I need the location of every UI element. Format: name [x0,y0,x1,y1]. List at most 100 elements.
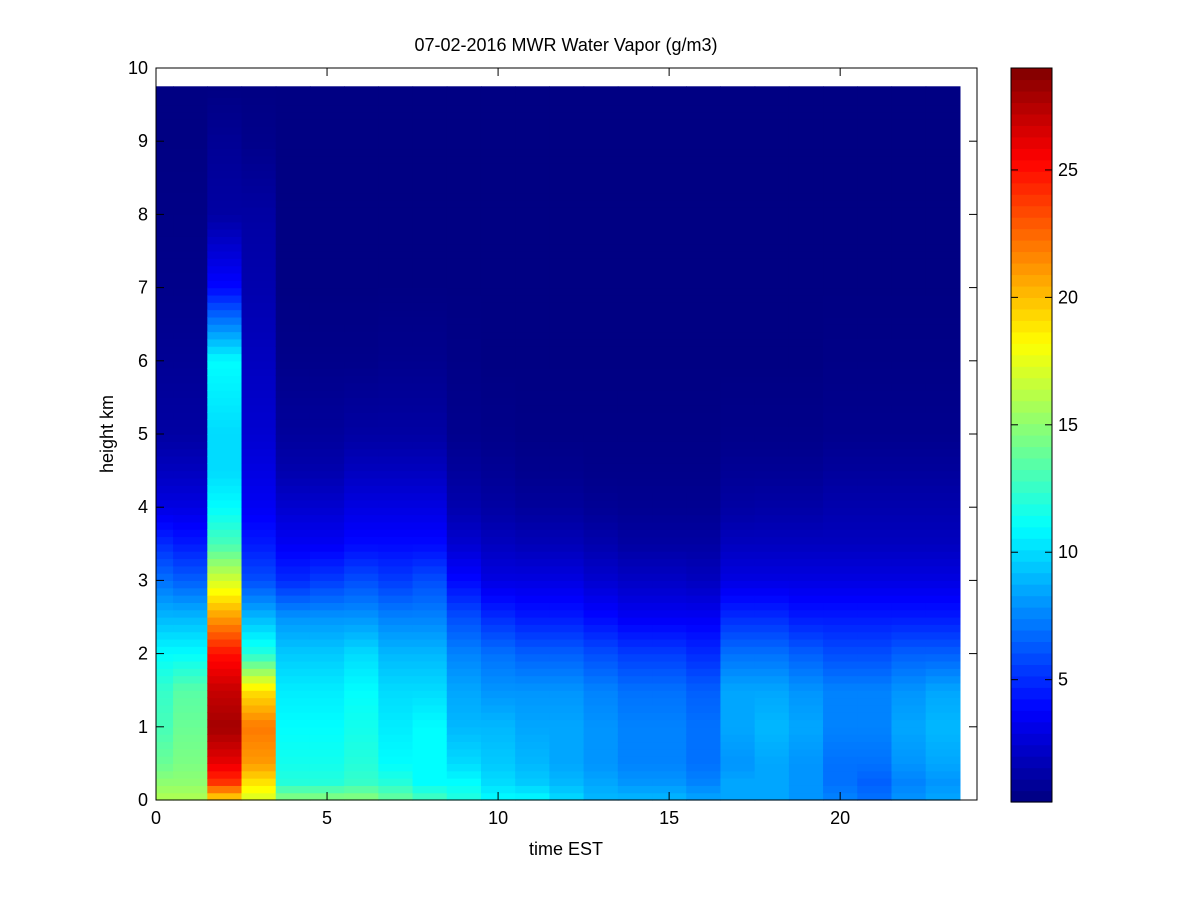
heatmap-cell [480,316,516,325]
heatmap-cell [241,741,277,750]
heatmap-cell [925,690,961,699]
heatmap-cell [925,682,961,691]
heatmap-cell [686,419,722,428]
heatmap-cell [241,617,277,625]
heatmap-cell [686,631,722,640]
heatmap-cell [891,565,927,574]
heatmap-cell [891,404,927,413]
heatmap-cell [173,565,208,574]
heatmap-cell [309,448,345,457]
heatmap-cell [823,221,858,230]
heatmap-cell [583,236,619,245]
heatmap-cell [617,551,653,560]
heatmap-cell [309,580,345,589]
heatmap-cell [686,331,722,340]
heatmap-cell [720,646,756,655]
heatmap-cell [686,185,722,194]
heatmap-cell [549,221,585,230]
heatmap-cell [891,470,927,479]
heatmap-cell [480,756,516,764]
heatmap-cell [378,763,414,772]
heatmap-cell [891,412,927,420]
heatmap-cell [412,485,448,494]
heatmap-cell [925,338,961,347]
heatmap-cell [754,580,790,589]
heatmap-cell [823,763,858,772]
heatmap-cell [549,470,585,479]
heatmap-cell [583,470,619,479]
heatmap-cell [617,346,653,355]
heatmap-cell [652,719,687,728]
heatmap-cell [857,595,893,603]
heatmap-cell [275,499,311,508]
heatmap-cell [823,719,858,728]
heatmap-cell [344,207,379,215]
heatmap-cell [652,477,687,486]
heatmap-cell [156,529,174,538]
heatmap-cell [686,653,722,662]
heatmap-cells [156,86,961,801]
heatmap-cell [857,207,893,215]
heatmap-cell [925,207,961,215]
heatmap-cell [173,346,208,355]
heatmap-cell [583,390,619,398]
heatmap-cell [788,353,824,362]
heatmap-cell [412,477,448,486]
heatmap-cell [515,609,550,618]
colorbar-segment [1011,607,1052,620]
heatmap-cell [515,397,550,406]
heatmap-cell [857,280,893,289]
heatmap-cell [583,148,619,157]
heatmap-cell [378,726,414,735]
heatmap-cell [720,477,756,486]
heatmap-cell [652,602,687,611]
heatmap-cell [754,265,790,274]
heatmap-cell [857,448,893,457]
colorbar-segment [1011,480,1052,493]
heatmap-cell [480,155,516,164]
heatmap-cell [309,324,345,333]
heatmap-cell [686,86,722,91]
heatmap-cell [378,119,414,128]
heatmap-cell [480,265,516,274]
heatmap-cell [275,536,311,545]
heatmap-cell [652,221,687,230]
heatmap-cell [515,258,550,267]
heatmap-cell [275,646,311,655]
heatmap-cell [275,170,311,179]
heatmap-cell [583,463,619,472]
heatmap-cell [446,492,482,501]
heatmap-cell [275,602,311,611]
heatmap-cell [515,492,550,501]
heatmap-cell [652,375,687,384]
heatmap-cell [412,360,448,369]
heatmap-cell [309,675,345,684]
heatmap-cell [207,368,243,377]
heatmap-cell [207,331,243,340]
heatmap-cell [686,492,722,501]
heatmap-cell [857,199,893,208]
heatmap-cell [241,236,277,245]
heatmap-cell [652,185,687,194]
heatmap-cell [857,485,893,494]
heatmap-cell [173,536,208,545]
heatmap-cell [446,331,482,340]
heatmap-cell [720,412,756,420]
heatmap-cell [156,521,174,530]
heatmap-cell [241,697,277,706]
heatmap-cell [891,660,927,669]
heatmap-cell [754,690,790,699]
heatmap-cell [857,170,893,179]
heatmap-cell [156,251,174,259]
heatmap-cell [652,485,687,494]
heatmap-cell [173,243,208,252]
heatmap-cell [720,558,756,567]
heatmap-cell [412,148,448,157]
heatmap-cell [412,624,448,633]
heatmap-cell [446,360,482,369]
heatmap-cell [309,126,345,135]
y-tick-label: 7 [138,278,148,298]
heatmap-cell [309,155,345,164]
heatmap-cell [652,89,687,98]
heatmap-cell [378,543,414,552]
